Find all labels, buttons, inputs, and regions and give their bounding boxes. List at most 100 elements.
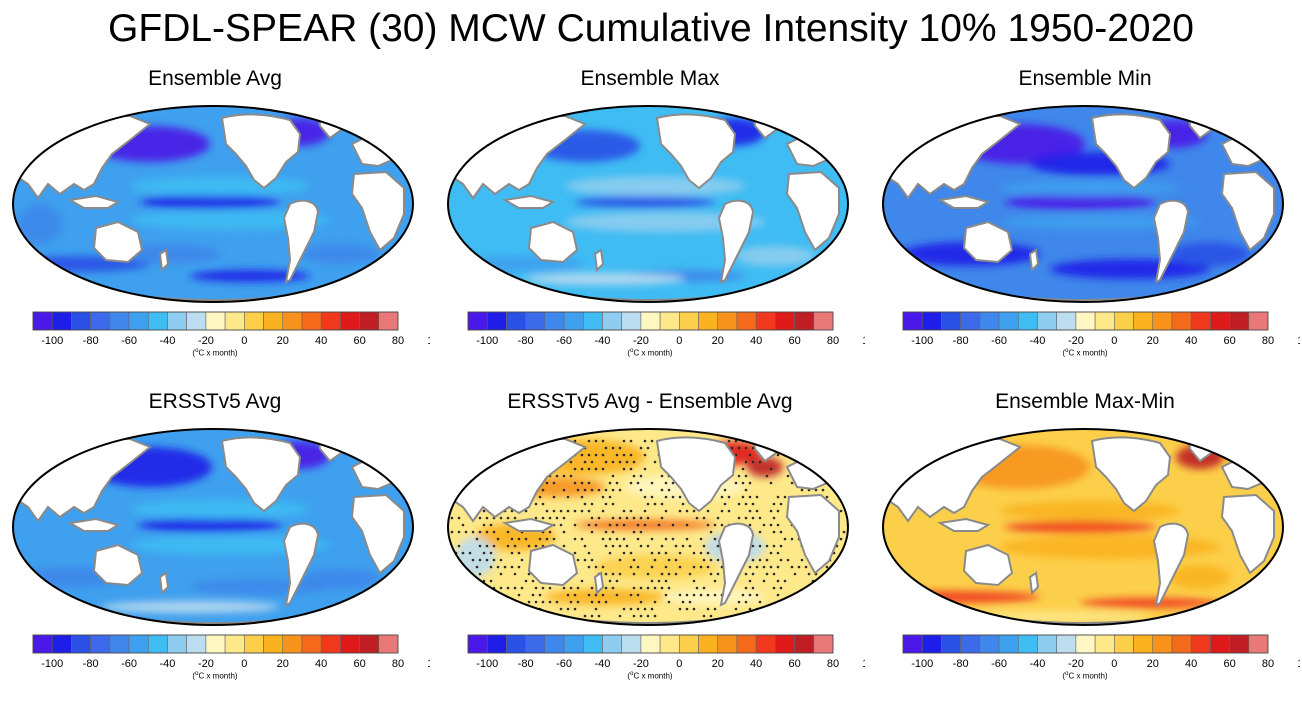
map <box>447 428 849 626</box>
colorbar-swatch <box>263 311 284 331</box>
stipple-dot <box>629 607 633 611</box>
colorbar-swatch <box>1114 634 1134 654</box>
stipple-dot <box>709 530 713 534</box>
stipple-dot <box>457 474 461 478</box>
stipple-dot <box>468 593 472 597</box>
stipple-dot <box>741 467 745 471</box>
stipple-dot <box>734 481 738 485</box>
stipple-dot <box>485 516 489 520</box>
stipple-dot <box>450 446 454 450</box>
stipple-dot <box>730 446 734 450</box>
stipple-dot <box>790 565 794 569</box>
stipple-dot <box>744 572 748 576</box>
stipple-dot <box>772 586 776 590</box>
stipple-dot <box>538 495 542 499</box>
stipple-dot <box>604 446 608 450</box>
colorbar-swatch <box>640 634 661 654</box>
stipple-dot <box>772 502 776 506</box>
stipple-dot <box>751 544 755 548</box>
stipple-dot <box>601 593 605 597</box>
stipple-dot <box>804 439 808 443</box>
stipple-dot <box>846 607 848 611</box>
stipple-dot <box>685 593 689 597</box>
stipple-dot <box>562 530 566 534</box>
colorbar-swatch <box>205 311 226 331</box>
anomaly-region <box>300 244 380 264</box>
colorbar-swatch <box>640 311 661 331</box>
stipple-dot <box>448 481 451 485</box>
anomaly-region <box>1005 194 1155 210</box>
stipple-dot <box>804 453 808 457</box>
colorbar-tick-label: -100 <box>41 335 63 346</box>
anomaly-region <box>545 589 665 605</box>
colorbar-swatch <box>224 311 245 331</box>
stipple-dot <box>471 614 475 618</box>
stipple-dot <box>590 516 594 520</box>
stipple-dot <box>699 593 703 597</box>
colorbar-tick-label: 40 <box>1185 658 1197 669</box>
colorbar-swatch <box>1037 634 1057 654</box>
stipple-dot <box>632 614 636 618</box>
stipple-dot <box>832 565 836 569</box>
stipple-dot <box>629 551 633 555</box>
stipple-dot <box>713 579 717 583</box>
stipple-dot <box>632 530 636 534</box>
stipple-dot <box>825 495 829 499</box>
stipple-dot <box>783 439 787 443</box>
stipple-dot <box>716 516 720 520</box>
stipple-dot <box>629 453 633 457</box>
stipple-dot <box>664 509 668 513</box>
stipple-dot <box>464 460 468 464</box>
stipple-dot <box>667 586 671 590</box>
stipple-dot <box>723 488 727 492</box>
stipple-dot <box>702 558 706 562</box>
stipple-dot <box>468 467 472 471</box>
colorbar-swatch <box>1056 311 1077 331</box>
stipple-dot <box>688 600 692 604</box>
colorbar-swatch <box>998 311 1019 331</box>
colorbar-swatch <box>775 311 795 331</box>
stipple-dot <box>496 593 500 597</box>
stipple-dot <box>506 600 510 604</box>
colorbar-tick-label: -20 <box>198 335 214 346</box>
stipple-dot <box>678 509 682 513</box>
stipple-dot <box>527 544 531 548</box>
stipple-dot <box>482 551 486 555</box>
stipple-dot <box>751 460 755 464</box>
stipple-dot <box>555 516 559 520</box>
stipple-dot <box>748 523 752 527</box>
colorbar-swatch <box>717 311 738 331</box>
stipple-dot <box>496 565 500 569</box>
stipple-dot <box>688 544 692 548</box>
anomaly-region <box>1000 501 1180 521</box>
colorbar-swatch <box>1075 311 1096 331</box>
stipple-dot <box>448 453 451 457</box>
stipple-dot <box>692 565 696 569</box>
colorbar-tick-label: 80 <box>827 658 839 669</box>
colorbar-tick-label: -80 <box>953 335 969 346</box>
colorbar-tick-label: 60 <box>788 335 800 346</box>
stipple-dot <box>821 474 825 478</box>
stipple-dot <box>765 572 769 576</box>
stipple-dot <box>751 614 755 618</box>
stipple-dot <box>821 460 825 464</box>
stipple-dot <box>758 544 762 548</box>
colorbar-swatch <box>109 311 130 331</box>
stipple-dot <box>748 579 752 583</box>
stipple-dot <box>517 565 521 569</box>
colorbar-swatch <box>1248 634 1269 654</box>
stipple-dot <box>468 453 472 457</box>
stipple-dot <box>632 460 636 464</box>
stipple-dot <box>660 572 664 576</box>
colorbar-swatch <box>794 634 815 654</box>
land-indonesia <box>67 194 121 209</box>
stipple-dot <box>478 516 482 520</box>
stipple-dot <box>716 558 720 562</box>
colorbar-swatch <box>544 634 565 654</box>
stipple-dot <box>450 516 454 520</box>
stipple-dot <box>538 537 542 541</box>
colorbar-units: (oC x month) <box>192 671 238 681</box>
colorbar-tick-label: 20 <box>1147 658 1159 669</box>
colorbar-swatch <box>979 311 1000 331</box>
stipple-dot <box>685 537 689 541</box>
